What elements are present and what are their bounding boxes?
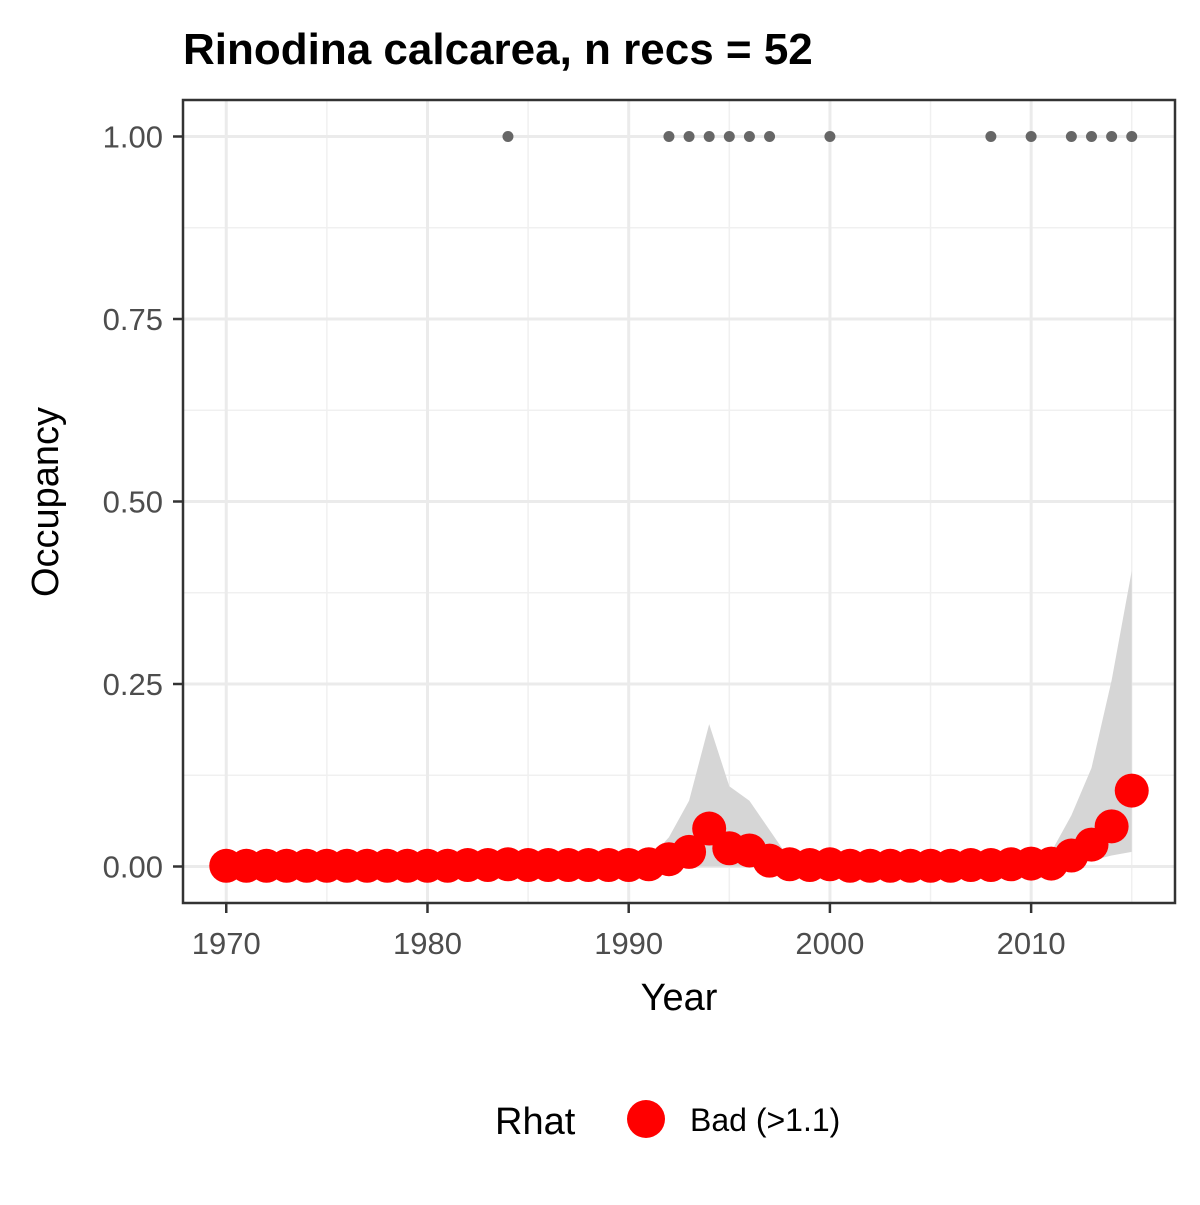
x-axis-ticks: 1970 1980 1990 2000 2010 <box>192 903 1066 961</box>
detection-point <box>703 131 715 142</box>
legend: Rhat Bad (>1.1) <box>495 1100 840 1143</box>
detection-point <box>1106 131 1118 142</box>
detection-point <box>1065 131 1077 142</box>
detection-point <box>1085 131 1097 142</box>
y-tick-label: 0.50 <box>103 485 163 520</box>
detection-point <box>1025 131 1037 142</box>
y-axis-ticks: 0.00 0.25 0.50 0.75 1.00 <box>103 120 183 885</box>
y-tick-label: 0.75 <box>103 302 163 337</box>
x-tick-label: 1980 <box>393 926 462 961</box>
detection-point <box>502 131 514 142</box>
legend-key-marker <box>627 1100 665 1138</box>
legend-label: Bad (>1.1) <box>690 1102 840 1138</box>
x-tick-label: 2000 <box>795 926 864 961</box>
detection-point <box>824 131 836 142</box>
occupancy-point <box>1114 773 1149 808</box>
detection-point <box>683 131 695 142</box>
detection-point <box>663 131 675 142</box>
detection-point <box>985 131 997 142</box>
detection-point <box>743 131 755 142</box>
detection-points <box>502 131 1138 142</box>
occupancy-point <box>1094 809 1129 844</box>
detection-point <box>723 131 735 142</box>
y-axis-label: Occupancy <box>25 407 67 597</box>
x-tick-label: 1970 <box>192 926 261 961</box>
x-axis-label: Year <box>641 977 718 1019</box>
occupancy-point <box>672 834 707 869</box>
detection-point <box>1126 131 1138 142</box>
x-tick-label: 2010 <box>997 926 1066 961</box>
chart-title: Rinodina calcarea, n recs = 52 <box>183 25 813 74</box>
y-tick-label: 0.25 <box>103 667 163 702</box>
detection-point <box>764 131 776 142</box>
legend-title: Rhat <box>495 1101 576 1143</box>
occupancy-points <box>209 773 1149 883</box>
y-tick-label: 1.00 <box>103 120 163 155</box>
x-tick-label: 1990 <box>594 926 663 961</box>
y-tick-label: 0.00 <box>103 850 163 885</box>
